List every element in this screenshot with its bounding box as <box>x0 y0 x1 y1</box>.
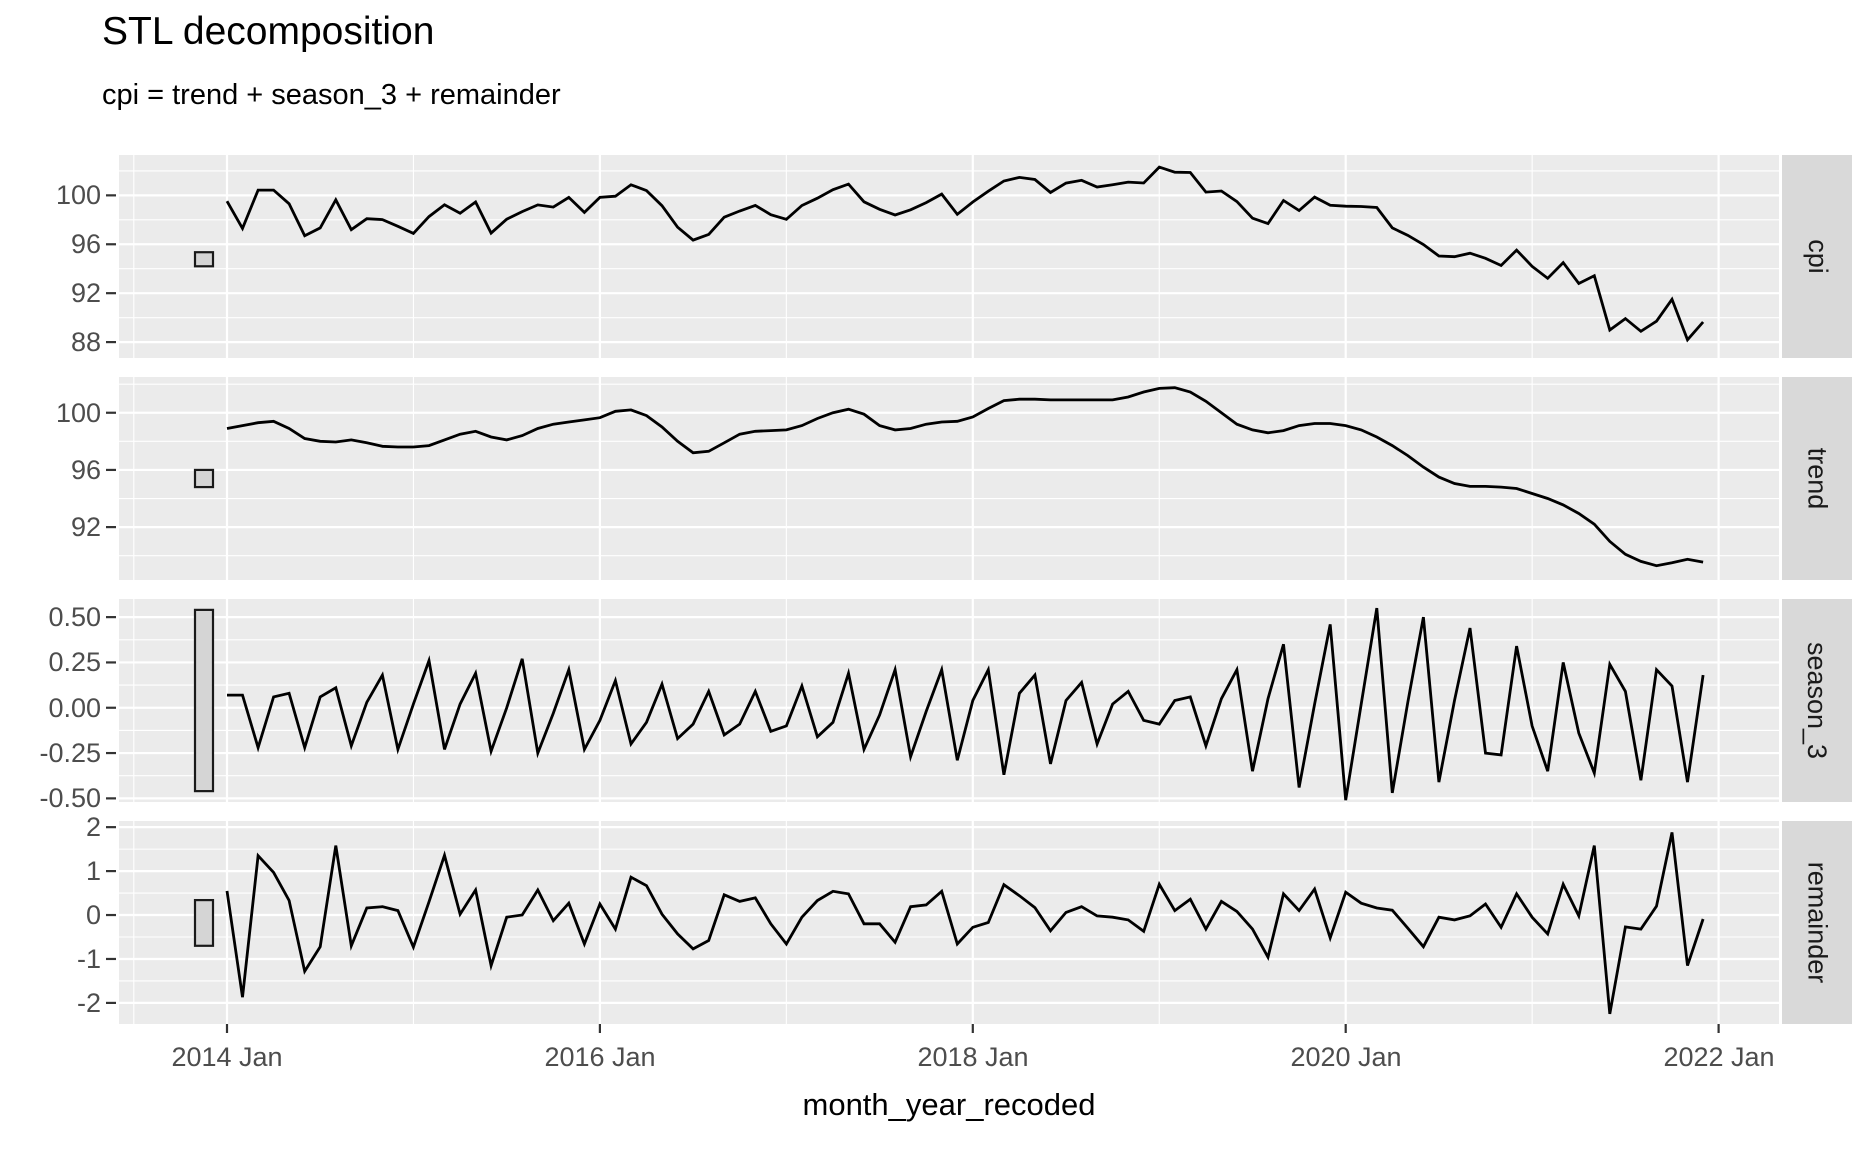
y-tick-label: 0.25 <box>48 647 101 677</box>
facet-strip-cpi: cpi <box>1782 155 1852 358</box>
y-tick-label: 88 <box>70 327 101 357</box>
x-axis-title: month_year_recoded <box>802 1087 1096 1122</box>
y-tick-label: 100 <box>55 398 101 428</box>
y-tick-label: 2 <box>85 812 101 842</box>
y-tick-label: 0.50 <box>48 602 101 632</box>
scale-bar-trend <box>193 468 215 489</box>
scale-bar-cpi <box>193 251 215 268</box>
scale-bar-season_3 <box>193 608 215 793</box>
series-line-cpi <box>225 165 1705 343</box>
y-tick-label: -0.50 <box>39 783 101 813</box>
x-tick-label: 2022 Jan <box>1663 1042 1775 1072</box>
facet-strip-remainder: remainder <box>1782 821 1852 1024</box>
scale-bar-remainder <box>193 898 215 947</box>
facet-strip-label: season_3 <box>1802 641 1833 760</box>
facet-strip-label: cpi <box>1802 239 1833 274</box>
x-tick-label: 2018 Jan <box>917 1042 1029 1072</box>
y-tick-label: 92 <box>70 278 101 308</box>
x-tick-label: 2020 Jan <box>1290 1042 1402 1072</box>
series-line-trend <box>226 386 1704 568</box>
facet-strip-label: remainder <box>1802 861 1833 984</box>
y-tick-label: -0.25 <box>39 738 101 768</box>
panel-remainder-background <box>119 821 1779 1024</box>
y-tick-label: 100 <box>55 180 101 210</box>
y-tick-label: -2 <box>76 988 101 1018</box>
y-tick-label: 96 <box>70 455 101 485</box>
chart-title: STL decomposition <box>102 10 435 53</box>
facet-strip-label: trend <box>1802 447 1833 510</box>
series-line-season_3 <box>227 607 1705 801</box>
x-tick-label: 2016 Jan <box>544 1042 656 1072</box>
y-tick-label: -1 <box>76 944 101 974</box>
y-tick-label: 96 <box>70 229 101 259</box>
series-line-remainder <box>225 832 1705 1015</box>
panel-cpi-background <box>119 155 1779 358</box>
facet-strip-season-3: season_3 <box>1782 599 1852 802</box>
chart-subtitle: cpi = trend + season_3 + remainder <box>102 79 561 111</box>
facet-strip-trend: trend <box>1782 377 1852 580</box>
y-tick-label: 1 <box>85 856 101 886</box>
y-tick-label: 92 <box>70 512 101 542</box>
y-tick-label: 0 <box>85 900 101 930</box>
y-tick-label: 0.00 <box>48 693 101 723</box>
panel-trend-background <box>119 377 1779 580</box>
panel-season_3-background <box>119 599 1779 802</box>
x-tick-label: 2014 Jan <box>171 1042 283 1072</box>
